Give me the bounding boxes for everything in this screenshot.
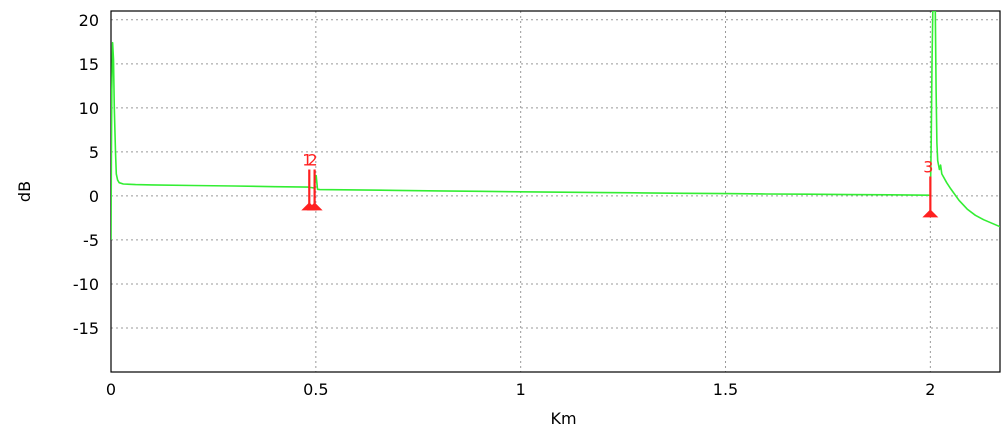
x-tick-label: 0.5 [303, 380, 328, 399]
trace-series-line [111, 11, 1000, 240]
tick-labels: 0 0.5 1 1.5 2 20 15 10 5 0 -5 -10 -15 [73, 11, 936, 399]
y-tick-label: 10 [79, 99, 99, 118]
event-marker-label: 1 [302, 150, 312, 169]
y-tick-label: 15 [79, 55, 99, 74]
event-marker-base [922, 209, 939, 218]
trace-layer [111, 11, 1000, 240]
event-marker-label: 3 [923, 158, 933, 177]
y-tick-label: 20 [79, 11, 99, 30]
event-marker-3: 3 [922, 158, 939, 218]
x-tick-label: 2 [925, 380, 935, 399]
x-tick-label: 1.5 [713, 380, 738, 399]
x-tick-label: 0 [106, 380, 116, 399]
y-tick-label: -5 [83, 231, 99, 250]
y-tick-label: -10 [73, 275, 99, 294]
y-tick-label: -15 [73, 319, 99, 338]
event-marker-base [306, 202, 323, 211]
event-marker-label: 2 [308, 150, 318, 169]
event-marker-2: 2 [306, 150, 323, 211]
y-axis-title: dB [15, 181, 34, 202]
x-tick-label: 1 [516, 380, 526, 399]
y-tick-label: 5 [89, 143, 99, 162]
grid-lines [111, 11, 1000, 372]
x-axis-title: Km [550, 409, 576, 428]
y-tick-label: 0 [89, 187, 99, 206]
event-markers: 12 3 [301, 150, 939, 218]
